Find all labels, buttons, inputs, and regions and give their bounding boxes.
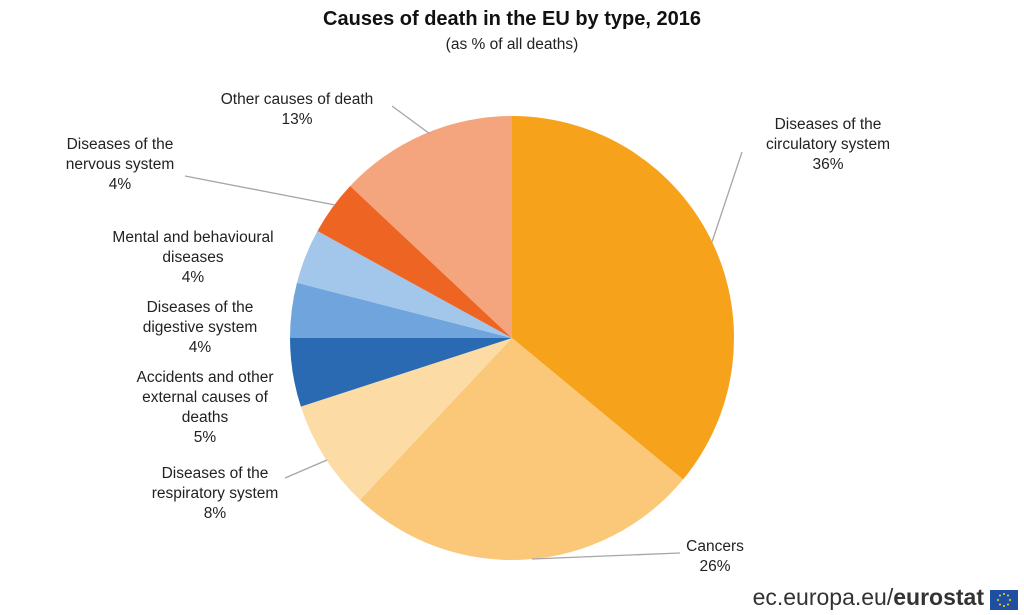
value-label: 4% — [181, 269, 205, 286]
category-name: Mental and behavioural diseases — [112, 229, 274, 266]
pie-slice — [296, 231, 512, 338]
value-label: 26% — [699, 558, 731, 575]
pie-slice — [300, 338, 512, 500]
pie-slice — [290, 338, 512, 407]
slice-label: Diseases of the circulatory system 36% — [748, 115, 908, 175]
leader-line — [531, 552, 681, 560]
leader-line — [284, 459, 328, 479]
slice-label: Mental and behavioural diseases 4% — [106, 228, 281, 288]
footer: ec.europa.eu/eurostat — [753, 584, 984, 611]
value-label: 5% — [193, 429, 217, 446]
leader-line — [391, 105, 431, 135]
leader-line — [184, 175, 336, 206]
leader-line — [711, 151, 743, 243]
footer-site: ec.europa.eu/ — [752, 584, 894, 610]
value-label: 36% — [812, 156, 844, 173]
category-name: Accidents and other external causes of d… — [136, 369, 274, 426]
category-name: Cancers — [686, 538, 744, 555]
pie-slice — [317, 186, 512, 338]
slice-label: Diseases of the nervous system 4% — [50, 135, 190, 195]
chart-subtitle: (as % of all deaths) — [445, 36, 579, 53]
pie-slice — [360, 338, 684, 560]
slice-label: Diseases of the digestive system 4% — [125, 298, 275, 358]
value-label: 4% — [188, 339, 212, 356]
category-name: Diseases of the nervous system — [65, 136, 175, 173]
footer-brand: eurostat — [893, 584, 984, 610]
value-label: 8% — [203, 505, 227, 522]
pie-slice — [350, 116, 512, 338]
value-label: 4% — [108, 176, 132, 193]
value-label: 13% — [281, 111, 313, 128]
chart-title: Causes of death in the EU by type, 2016 — [323, 8, 701, 30]
slice-label: Diseases of the respiratory system 8% — [135, 464, 295, 524]
slice-label: Other causes of death 13% — [197, 90, 397, 130]
slice-label: Accidents and other external causes of d… — [130, 368, 280, 448]
category-name: Diseases of the digestive system — [142, 299, 258, 336]
category-name: Other causes of death — [220, 91, 374, 108]
pie-slice — [290, 282, 512, 338]
slice-label: Cancers 26% — [665, 537, 765, 577]
category-name: Diseases of the respiratory system — [151, 465, 279, 502]
pie-slice — [512, 116, 734, 480]
category-name: Diseases of the circulatory system — [765, 116, 891, 153]
